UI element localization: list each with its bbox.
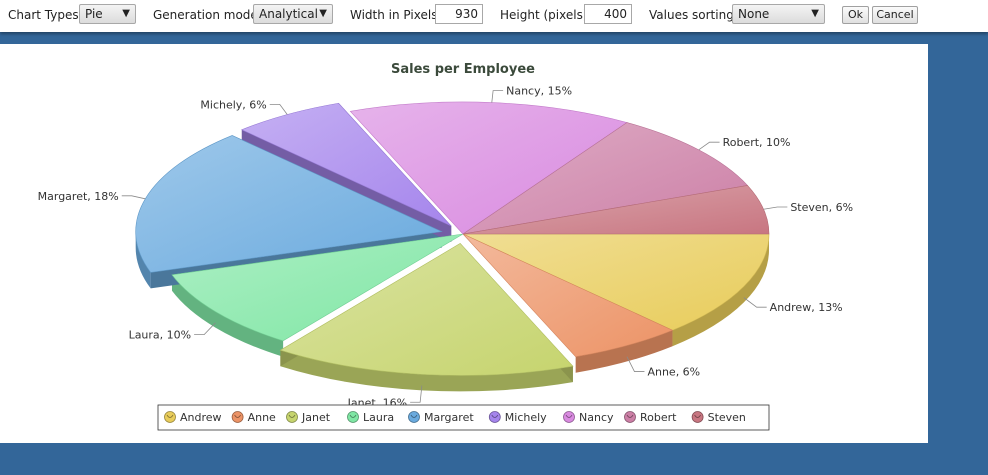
cancel-button[interactable]: Cancel bbox=[872, 6, 918, 24]
chevron-down-icon: ▼ bbox=[319, 8, 327, 19]
legend-item-michely[interactable]: Michely bbox=[488, 411, 547, 424]
width-label: Width in Pixels bbox=[350, 8, 438, 22]
pie-slice-side-andrew bbox=[672, 234, 770, 347]
ok-button[interactable]: Ok bbox=[842, 6, 869, 24]
pie-slices bbox=[135, 101, 770, 376]
legend-swatch-icon bbox=[286, 411, 298, 423]
label-leader-steven bbox=[763, 206, 788, 210]
legend-swatch-icon bbox=[488, 411, 501, 423]
slice-label-nancy: Nancy, 15% bbox=[506, 85, 572, 98]
legend-item-margaret[interactable]: Margaret bbox=[408, 411, 475, 424]
legend-swatch-mark bbox=[288, 414, 296, 418]
slice-label-michely: Michely, 6% bbox=[200, 98, 266, 111]
legend-item-steven[interactable]: Steven bbox=[691, 411, 746, 424]
legend: Andrew Anne Janet Laura Margaret Michely Nancy… bbox=[157, 404, 770, 431]
slice-label-andrew: Andrew, 13% bbox=[770, 301, 843, 314]
values-sorting-label: Values sorting bbox=[649, 8, 734, 22]
slice-label-margaret: Margaret, 18% bbox=[38, 190, 119, 203]
legend-item-anne[interactable]: Anne bbox=[231, 411, 276, 424]
legend-swatch-mark bbox=[234, 414, 241, 418]
legend-label: Janet bbox=[301, 411, 331, 424]
legend-label: Robert bbox=[640, 411, 677, 424]
slice-label-robert: Robert, 10% bbox=[723, 136, 791, 149]
slice-labels: Andrew, 13%Anne, 6%Janet, 16%Laura, 10%M… bbox=[38, 85, 853, 410]
label-leader-michely bbox=[269, 104, 288, 115]
legend-swatch-mark bbox=[349, 414, 357, 418]
legend-label: Andrew bbox=[180, 411, 222, 424]
slice-label-steven: Steven, 6% bbox=[790, 201, 853, 214]
legend-swatch-icon bbox=[164, 411, 176, 423]
pie-slice-side-anne bbox=[575, 330, 673, 373]
chart-panel: Sales per Employee Andrew, 13% Anne, 6% Jan… bbox=[0, 44, 928, 443]
height-label: Height (pixels) bbox=[500, 8, 588, 22]
legend-label: Margaret bbox=[424, 411, 474, 424]
chevron-down-icon: ▼ bbox=[811, 8, 819, 19]
pie-slice-laura[interactable] bbox=[171, 233, 464, 342]
legend-label: Michely bbox=[505, 411, 547, 424]
legend-swatch-icon bbox=[563, 411, 575, 423]
legend-swatch-mark bbox=[626, 414, 634, 418]
legend-box bbox=[157, 404, 770, 431]
legend-swatch-mark bbox=[410, 414, 418, 418]
legend-swatch-icon bbox=[691, 411, 704, 423]
legend-swatch-mark bbox=[694, 414, 701, 418]
legend-item-robert[interactable]: Robert bbox=[624, 411, 678, 424]
chart-types-value: Pie bbox=[85, 7, 103, 21]
legend-item-nancy[interactable]: Nancy bbox=[563, 411, 614, 424]
label-leader-janet bbox=[410, 385, 423, 403]
chart-title: Sales per Employee bbox=[391, 62, 535, 77]
slice-label-laura: Laura, 10% bbox=[129, 329, 192, 342]
width-input[interactable]: 930 bbox=[435, 4, 483, 24]
label-leader-margaret bbox=[121, 195, 146, 200]
values-sorting-select[interactable]: None ▼ bbox=[732, 4, 825, 24]
legend-label: Steven bbox=[708, 411, 746, 424]
height-input[interactable]: 400 bbox=[584, 4, 632, 24]
toolbar: Chart Types Pie ▼ Generation mode Analyt… bbox=[0, 0, 988, 32]
legend-item-andrew[interactable]: Andrew bbox=[164, 411, 222, 424]
values-sorting-value: None bbox=[738, 7, 770, 21]
pie-slice-side-laura bbox=[171, 274, 284, 357]
legend-swatch-icon bbox=[408, 411, 420, 423]
generation-mode-label: Generation mode bbox=[153, 8, 258, 22]
pie-slice-side-margaret bbox=[135, 231, 151, 289]
legend-swatch-icon bbox=[231, 411, 244, 423]
generation-mode-value: Analytical bbox=[259, 7, 318, 21]
pie-chart: Sales per Employee Andrew, 13% Anne, 6% Jan… bbox=[38, 62, 853, 431]
chart-types-label: Chart Types bbox=[8, 8, 79, 22]
label-leader-laura bbox=[194, 322, 216, 336]
legend-swatch-mark bbox=[166, 414, 174, 418]
chart-types-select[interactable]: Pie ▼ bbox=[79, 4, 136, 24]
legend-label: Anne bbox=[248, 411, 276, 424]
legend-item-janet[interactable]: Janet bbox=[286, 411, 331, 424]
label-leader-robert bbox=[698, 141, 720, 151]
pie-slice-andrew[interactable] bbox=[462, 233, 770, 331]
pie-slice-side-janet bbox=[280, 350, 573, 392]
label-leader-nancy bbox=[491, 90, 504, 103]
legend-swatch-icon bbox=[347, 411, 359, 423]
legend-label: Nancy bbox=[579, 411, 614, 424]
legend-item-laura[interactable]: Laura bbox=[347, 411, 395, 424]
legend-swatch-mark bbox=[565, 414, 573, 418]
slice-label-anne: Anne, 6% bbox=[647, 366, 700, 379]
pie-slice-margaret[interactable] bbox=[135, 135, 443, 273]
legend-label: Laura bbox=[363, 411, 394, 424]
legend-swatch-icon bbox=[624, 411, 636, 423]
chevron-down-icon: ▼ bbox=[122, 8, 130, 19]
legend-swatch-mark bbox=[491, 414, 499, 418]
generation-mode-select[interactable]: Analytical ▼ bbox=[253, 4, 333, 24]
label-leader-anne bbox=[626, 356, 645, 372]
pie-slice-anne[interactable] bbox=[462, 233, 674, 358]
pie-slice-janet[interactable] bbox=[279, 243, 574, 376]
label-leader-andrew bbox=[743, 297, 767, 308]
